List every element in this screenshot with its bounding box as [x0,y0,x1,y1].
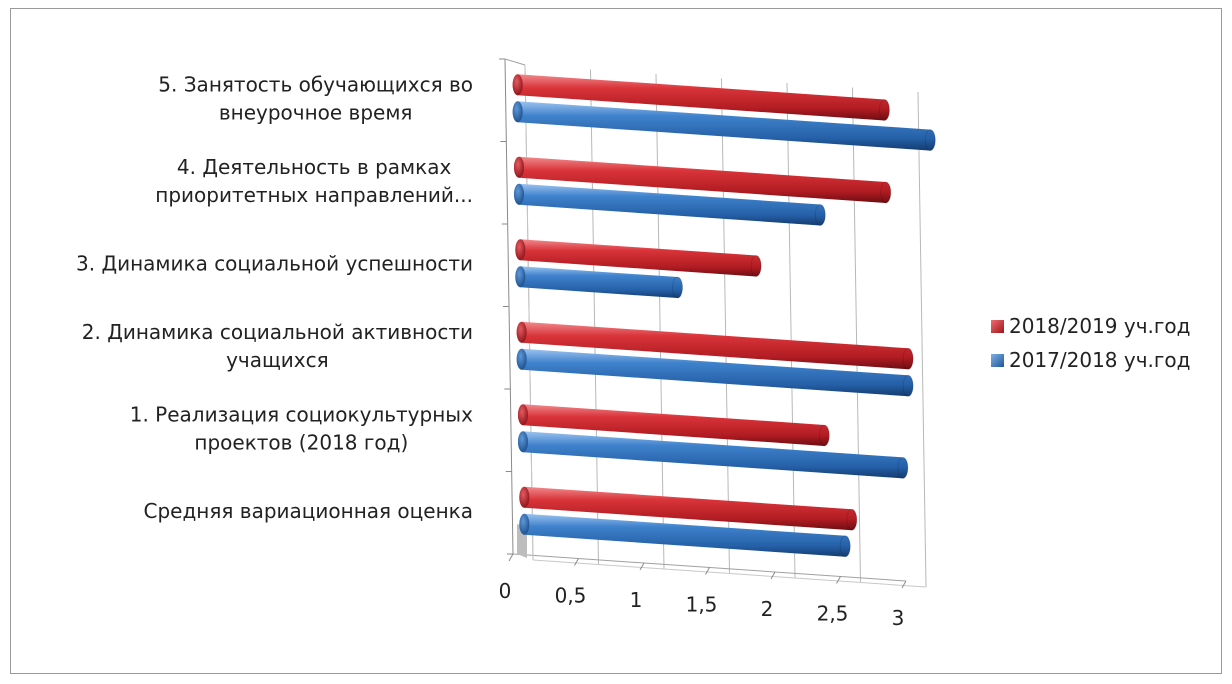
gridline [590,69,599,565]
bar-start-cap [519,486,530,508]
bar-end-edge [924,129,936,152]
category-label-line: 1. Реализация социокультурных [130,402,473,426]
category-label-line: внеурочное время [219,100,413,124]
category-label: 4. Деятельность в рамках приоритетных нап… [155,155,473,207]
category-label: 5. Занятость обучающихся во внеурочное вр… [158,72,473,124]
bar [516,348,914,397]
bar [518,431,909,479]
bar-start-cap [518,404,528,426]
category-label-line: 2. Динамика социальной активности [82,320,473,344]
x-tick-label: 2 [761,597,774,621]
bar [519,513,851,558]
bar [516,321,914,370]
legend: 2018/2019 уч.год 2017/2018 уч.год [991,314,1190,372]
x-tick-label: 1 [630,588,643,612]
bar-start-cap [519,513,530,535]
bar [518,404,830,447]
bar [515,239,762,277]
bar [512,74,890,121]
x-tick-mark [705,567,710,575]
x-tick-mark [508,553,514,562]
bar-start-cap [516,321,527,343]
bar [512,101,936,152]
gridline [917,91,927,588]
bar-end-edge [839,535,851,558]
legend-swatch [991,354,1004,367]
bar [514,156,892,204]
bars-group [512,74,936,558]
legend-swatch [991,320,1004,333]
bar-end-edge [897,456,909,479]
bar [514,183,826,226]
bar-end-edge [880,181,892,204]
bar-body [519,513,851,557]
category-label-line: учащихся [226,348,329,372]
wall-top-edge [504,58,526,66]
bar-body [515,266,683,299]
bar-body [518,431,908,479]
category-label-line: проектов (2018 год) [194,430,408,454]
bar-end-edge [818,424,830,447]
bar-body [514,183,826,226]
bar [515,266,684,299]
bar-start-cap [512,74,523,96]
x-tick-label: 3 [892,606,905,630]
bar-end-edge [902,347,914,370]
category-label-line: 5. Занятость обучающихся во [158,72,473,96]
bar-start-cap [512,101,523,123]
bar-body [512,101,936,151]
bar [519,486,858,531]
bar-start-cap [518,431,528,453]
bar-body [516,321,914,370]
floor-back-edge [532,559,927,588]
x-tick-labels: 0 0,5 1 1,5 2 2,5 3 [499,579,905,630]
bar-start-cap [516,348,527,370]
bar-end-edge [672,276,684,299]
category-label-line: 3. Динамика социальной успешности [76,251,473,275]
gridline [852,87,861,583]
gridline [786,82,796,579]
category-label-line: Средняя вариационная оценка [144,499,474,523]
bar-start-cap [515,239,526,261]
x-tick-mark [836,576,841,584]
bar-end-edge [902,374,914,397]
bar-body [514,156,891,203]
bar-end-edge [814,203,826,226]
bar-body [519,486,857,531]
category-label-line: 4. Деятельность в рамках [177,155,452,179]
bar-body [512,74,890,121]
bar-body [515,239,762,277]
x-tick-label: 1,5 [686,593,718,617]
x-tick-label: 0,5 [555,584,587,608]
bar-body [518,404,830,446]
bar-end-edge [750,254,762,277]
gridline [655,73,665,570]
bar-start-cap [514,183,524,205]
axes-group [499,58,927,589]
bar-start-cap [515,266,526,288]
category-label: 3. Динамика социальной успешности [76,251,473,275]
x-tick-mark [574,558,579,566]
category-label: Средняя вариационная оценка [144,499,474,523]
x-tick-mark [639,562,645,571]
bar-chart: 5. Занятость обучающихся во внеурочное вр… [76,58,1190,630]
chart-frame: 5. Занятость обучающихся во внеурочное вр… [10,8,1222,674]
category-labels: 5. Занятость обучающихся во внеурочное вр… [76,72,473,523]
x-tick-label: 2,5 [817,602,849,626]
bar-body [516,348,914,397]
bar-start-cap [514,156,524,178]
legend-label: 2017/2018 уч.год [1009,348,1190,372]
x-tick-label: 0 [499,579,512,603]
x-tick-mark [901,580,907,589]
bar-end-edge [878,98,890,121]
gridline [721,78,730,574]
bar-end-edge [846,508,858,531]
category-label-line: приоритетных направлений... [155,183,473,207]
legend-label: 2018/2019 уч.год [1009,314,1190,338]
category-label: 1. Реализация социокультурных проектов (2… [130,402,473,454]
category-axis-back [524,64,534,561]
x-tick-mark [770,571,776,580]
category-label: 2. Динамика социальной активности учащихс… [82,320,473,372]
